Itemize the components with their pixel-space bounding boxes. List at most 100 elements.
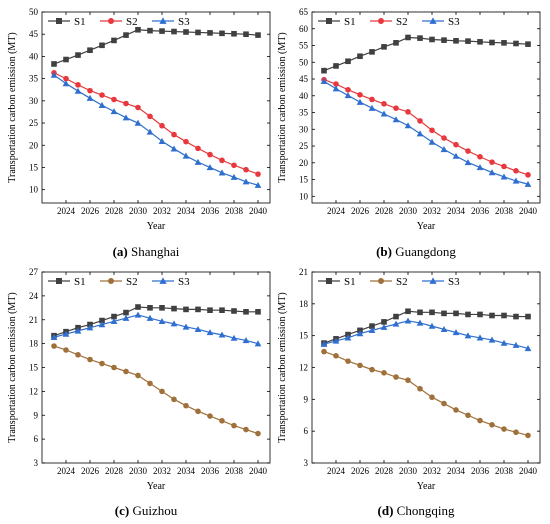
- data-point: [441, 37, 447, 43]
- data-point: [255, 430, 261, 437]
- y-tick-label: 55: [299, 41, 309, 51]
- y-tick-label: 27: [29, 267, 39, 277]
- data-point: [326, 278, 332, 284]
- series-line: [323, 351, 529, 436]
- legend: S1 S2 S3: [318, 276, 460, 288]
- caption-letter: (a): [113, 244, 128, 259]
- data-point: [453, 141, 459, 148]
- chart-panel-2: 2024 2026 2028 2030 2032 2034 2036 2038 20401015…: [277, 7, 541, 259]
- data-point: [333, 63, 339, 69]
- y-tick-label: 3: [34, 458, 39, 468]
- data-point: [453, 310, 459, 317]
- data-point: [171, 28, 177, 35]
- data-point: [255, 171, 261, 177]
- x-tick-label: 2040: [519, 466, 538, 476]
- data-point: [326, 18, 332, 24]
- data-point: [195, 29, 201, 36]
- data-point: [357, 91, 363, 98]
- data-point: [429, 309, 435, 316]
- data-point: [489, 422, 495, 428]
- y-tick-label: 50: [299, 57, 309, 67]
- data-point: [75, 52, 81, 58]
- data-point: [429, 17, 437, 24]
- plot-frame: [311, 271, 541, 464]
- legend-entry: S1: [344, 16, 356, 28]
- data-point: [108, 278, 114, 284]
- data-point: [74, 87, 82, 94]
- data-point: [123, 100, 129, 107]
- data-point: [147, 305, 153, 311]
- data-point: [158, 317, 166, 325]
- plot-frame: [41, 271, 271, 464]
- y-tick-label: 30: [29, 96, 39, 106]
- data-point: [392, 116, 400, 123]
- data-point: [255, 32, 261, 38]
- data-point: [344, 92, 352, 99]
- data-point: [357, 53, 363, 60]
- data-point: [183, 306, 189, 313]
- data-point: [500, 339, 508, 346]
- data-point: [146, 314, 154, 321]
- data-point: [194, 325, 202, 332]
- data-point: [453, 38, 459, 44]
- x-tick-label: 2024: [327, 206, 346, 216]
- y-axis-label: Transportation carbon emission (MT): [7, 32, 18, 182]
- panel-caption: (b) Guangdong: [376, 244, 456, 259]
- series-line: [53, 345, 259, 435]
- series-S3: [320, 317, 532, 352]
- data-point: [465, 38, 471, 44]
- legend-entry: S2: [396, 276, 408, 288]
- data-point: [452, 329, 460, 336]
- data-point: [378, 18, 384, 24]
- data-point: [123, 32, 129, 38]
- data-point: [404, 317, 412, 324]
- data-point: [441, 310, 447, 317]
- data-point: [429, 394, 435, 401]
- data-point: [110, 317, 118, 325]
- data-point: [147, 113, 153, 120]
- data-point: [219, 418, 225, 424]
- data-point: [369, 366, 375, 373]
- data-point: [206, 164, 214, 171]
- caption-letter: (b): [376, 244, 392, 259]
- data-point: [207, 307, 213, 313]
- caption-letter: (d): [378, 503, 394, 518]
- data-point: [477, 39, 483, 45]
- data-point: [369, 323, 375, 329]
- data-point: [123, 368, 129, 375]
- data-point: [159, 17, 167, 24]
- data-point: [87, 87, 93, 94]
- data-point: [356, 98, 364, 105]
- data-point: [525, 313, 531, 320]
- data-point: [194, 158, 202, 165]
- data-point: [452, 152, 460, 159]
- data-point: [111, 96, 117, 103]
- data-point: [321, 67, 327, 74]
- y-tick-label: 21: [299, 267, 308, 277]
- data-point: [99, 360, 105, 367]
- data-point: [134, 311, 142, 318]
- data-point: [333, 81, 339, 87]
- series-S3: [50, 311, 262, 347]
- data-point: [183, 402, 189, 409]
- data-point: [111, 313, 117, 320]
- plot-frame: [311, 11, 541, 204]
- data-point: [417, 35, 423, 41]
- series-S1: [321, 308, 531, 346]
- data-point: [87, 47, 93, 53]
- data-point: [62, 80, 70, 87]
- data-point: [243, 426, 249, 433]
- x-tick-label: 2026: [81, 206, 100, 216]
- data-point: [393, 313, 399, 320]
- data-point: [99, 92, 105, 98]
- data-point: [417, 309, 423, 316]
- x-axis-label: Year: [147, 221, 166, 232]
- y-axis-label: Transportation carbon emission (MT): [277, 292, 288, 442]
- data-point: [111, 364, 117, 371]
- x-tick-label: 2024: [327, 466, 346, 476]
- data-point: [147, 27, 153, 34]
- data-point: [63, 56, 69, 63]
- x-tick-label: 2030: [399, 206, 418, 216]
- y-tick-label: 45: [299, 74, 309, 84]
- x-tick-label: 2024: [57, 466, 76, 476]
